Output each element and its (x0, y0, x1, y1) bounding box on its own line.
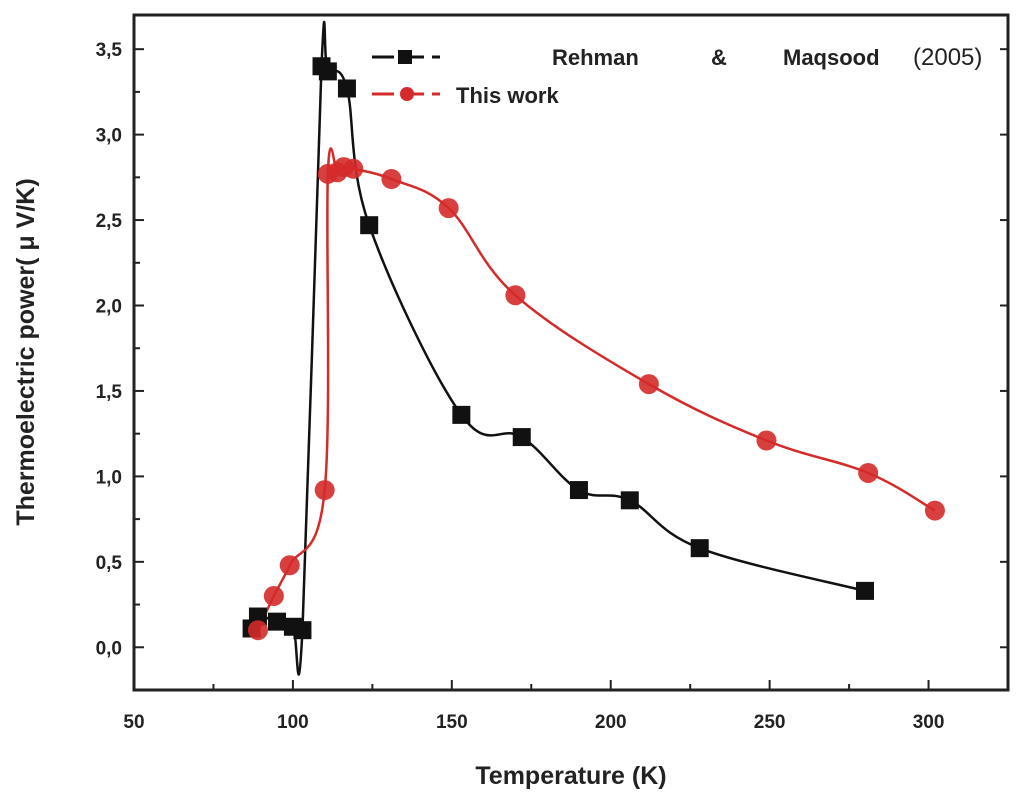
legend-text-this-work: This work (456, 83, 559, 108)
x-tick-label: 100 (277, 712, 309, 733)
legend-text-ampersand: & (711, 45, 727, 70)
x-tick-label: 150 (436, 712, 468, 733)
series-line-0 (250, 20, 866, 676)
data-point-square (620, 491, 639, 510)
legend: Rehman & Maqsood (2005) This work (372, 44, 982, 108)
y-tick-label: 0,5 (96, 553, 123, 574)
data-point-square (337, 79, 356, 98)
y-tick-label: 2,0 (96, 297, 122, 318)
data-point-circle (858, 462, 879, 483)
data-point-circle (314, 480, 335, 501)
series-lines (250, 20, 936, 676)
data-point-square (293, 621, 312, 640)
series-markers (242, 57, 945, 641)
x-tick-label: 250 (754, 712, 786, 733)
x-tick-label: 200 (595, 712, 627, 733)
data-point-circle (756, 430, 777, 451)
data-point-circle (924, 500, 945, 521)
y-tick-label: 1,5 (96, 382, 123, 403)
legend-text-year: (2005) (913, 44, 982, 71)
data-point-square (569, 481, 588, 500)
data-point-square (855, 581, 874, 600)
legend-marker-rehman (398, 50, 412, 64)
data-point-circle (279, 555, 300, 576)
x-tick-label: 50 (123, 712, 144, 733)
data-point-square (360, 216, 379, 235)
data-point-circle (638, 374, 659, 395)
data-point-circle (343, 158, 364, 179)
data-point-circle (263, 586, 284, 607)
plot-frame (132, 13, 1010, 692)
x-axis-ticks: 50 100 150 200 250 300 (123, 680, 1009, 733)
data-point-square (318, 62, 337, 81)
data-point-circle (438, 198, 459, 219)
data-point-square (452, 405, 471, 424)
data-point-square (248, 607, 267, 626)
legend-text-rehman: Rehman (552, 45, 639, 70)
series-line-1 (256, 147, 936, 631)
x-tick-label: 300 (913, 712, 945, 733)
y-tick-label: 3,0 (96, 126, 122, 147)
y-axis-label: Thermoelectric power( μ V/K) (12, 178, 40, 525)
data-point-square (512, 428, 531, 447)
data-point-circle (247, 620, 268, 641)
y-tick-label: 0,0 (96, 638, 122, 659)
y-axis-ticks: 0,0 0,5 1,0 1,5 2,0 2,5 3,0 3,5 (96, 40, 1008, 659)
data-point-square (268, 612, 287, 631)
legend-text-maqsood: Maqsood (783, 45, 880, 70)
y-tick-label: 3,5 (96, 40, 123, 61)
data-point-square (690, 539, 709, 558)
data-point-circle (505, 285, 526, 306)
data-point-circle (381, 169, 402, 190)
y-tick-label: 2,5 (96, 211, 123, 232)
y-tick-label: 1,0 (96, 467, 122, 488)
legend-marker-this-work (400, 87, 414, 101)
x-axis-label: Temperature (K) (475, 762, 666, 790)
